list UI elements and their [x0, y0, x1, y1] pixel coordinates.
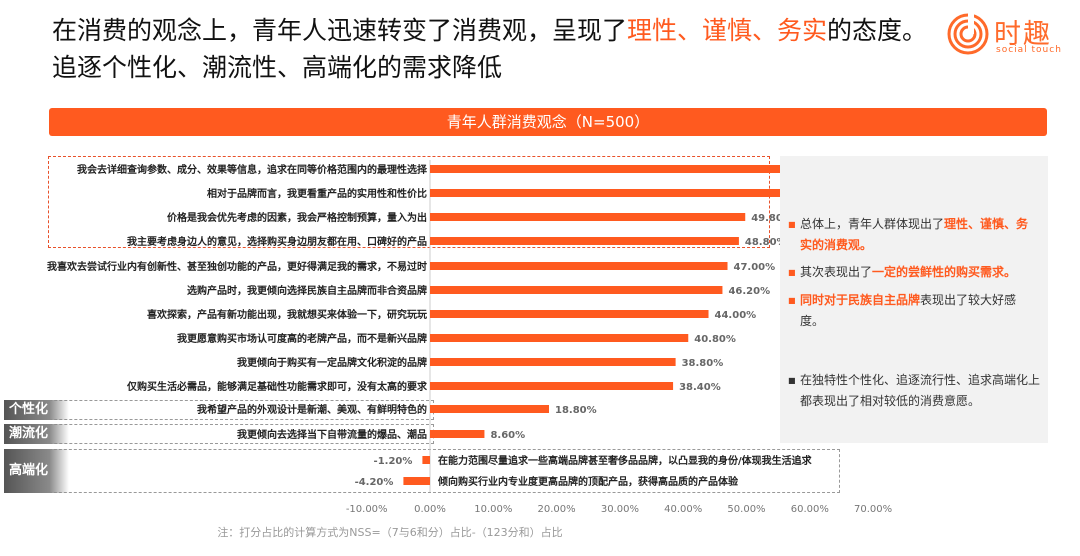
bar	[430, 382, 674, 390]
data-label: 49.80%	[751, 213, 793, 224]
x-tick-label: 70.00%	[854, 504, 892, 515]
data-label: 38.40%	[679, 382, 721, 393]
category-label: 我会去详细查询参数、成分、效果等信息，追求在同等价格范围内的最理性选择	[77, 163, 428, 176]
x-tick-label: 20.00%	[538, 504, 576, 515]
bar	[430, 189, 798, 197]
category-label: 选购产品时，我更倾向选择民族自主品牌而非合资品牌	[187, 284, 427, 297]
bar	[430, 405, 550, 413]
x-tick-label: 0.00%	[414, 504, 446, 515]
title-highlight: 理性、谨慎、务实	[627, 16, 828, 45]
rational-group-box	[48, 156, 770, 248]
category-label: 我喜欢去尝试行业内有创新性、甚至独创功能的产品，更好得满足我的需求，不易过时	[47, 260, 427, 273]
category-label: 我更倾向去选择当下自带流量的爆品、潮品	[237, 428, 427, 441]
bullet-square-icon: ■	[788, 268, 796, 277]
logo-subtitle: social touch	[996, 45, 1062, 55]
bullet-square-icon: ■	[788, 296, 796, 305]
category-label: 喜欢探索，产品有新功能出现，我就想买来体验一下，研究玩玩	[147, 308, 427, 321]
x-tick-label: 30.00%	[601, 504, 639, 515]
bar	[430, 213, 746, 221]
bar	[430, 237, 739, 245]
x-tick-label: 10.00%	[474, 504, 512, 515]
x-tick-label: -10.00%	[346, 504, 388, 515]
bullet-square-icon: ■	[788, 220, 796, 229]
category-label: 在能力范围尽量追求一些高端品牌甚至奢侈品品牌，以凸显我的身份/体现我生活追求	[438, 454, 813, 467]
category-label: 倾向购买行业内专业度更高品牌的顶配产品，获得高品质的产品体验	[437, 475, 739, 488]
bar	[430, 262, 728, 270]
summary-point-2: ■ 其次表现出了一定的尝鲜性的购买需求。	[788, 262, 1040, 283]
category-tag-trend: 潮流化	[4, 424, 69, 444]
category-tag-personalization: 个性化	[4, 400, 69, 420]
bar	[422, 456, 430, 464]
x-tick-label: 60.00%	[791, 504, 829, 515]
category-label: 价格是我会优先考虑的因素，我会严格控制预算，量入为出	[167, 211, 427, 224]
category-label: 我主要考虑身边人的意见，选择购买身边朋友都在用、口碑好的产品	[127, 235, 427, 248]
title-part1: 在消费的观念上，青年人迅速转变了消费观，呈现了	[52, 16, 628, 45]
summary-panel: ■ 总体上，青年人群体现出了理性、谨慎、务实的消费观。 ■ 其次表现出了一定的尝…	[780, 156, 1048, 443]
category-label: 相对于品牌而言，我更看重产品的实用性和性价比	[207, 187, 427, 200]
bar	[430, 165, 813, 173]
category-label: 我希望产品的外观设计是新潮、美观、有鲜明特色的	[197, 403, 427, 416]
method-note: 注：打分占比的计算方式为NSS=（7与6和分）占比-（123分和）占比	[217, 526, 563, 539]
summary-point-4: ■ 在独特性个性化、追逐流行性、追求高端化上都表现出了相对较低的消费意愿。	[788, 370, 1040, 412]
x-tick-label: 40.00%	[664, 504, 702, 515]
data-label: 18.80%	[555, 405, 597, 416]
category-label: 仅购买生活必需品，能够满足基础性功能需求即可，没有太高的要求	[126, 380, 428, 393]
data-label: 40.80%	[694, 334, 736, 345]
summary-point-1: ■ 总体上，青年人群体现出了理性、谨慎、务实的消费观。	[788, 214, 1040, 256]
data-label: 8.60%	[490, 430, 525, 441]
page-title: 在消费的观念上，青年人迅速转变了消费观，呈现了理性、谨慎、务实的态度。追逐个性化…	[52, 12, 932, 86]
x-tick-label: 50.00%	[727, 504, 765, 515]
bar	[430, 286, 723, 294]
bullet-square-icon: ■	[788, 376, 796, 385]
logo-text: 时趣	[994, 19, 1052, 50]
category-label: 我更愿意购买市场认可度高的老牌产品，而不是新兴品牌	[177, 332, 427, 345]
data-label: 47.00%	[734, 262, 776, 273]
data-label: 48.80%	[745, 237, 787, 248]
category-tag-premium: 高端化	[4, 449, 69, 493]
title-part2: 的态度。追逐个性化、潮流性、高端化的需求降低	[52, 16, 928, 82]
category-label: 我更倾向于购买有一定品牌文化积淀的品牌	[237, 356, 427, 369]
spiral-logo-icon	[947, 12, 989, 55]
data-label: -1.20%	[374, 456, 413, 467]
bar	[430, 334, 689, 342]
summary-point-3: ■ 同时对于民族自主品牌表现出了较大好感度。	[788, 290, 1040, 332]
chart-title: 青年人群消费观念（N=500）	[49, 108, 1047, 136]
data-label: 38.80%	[682, 358, 724, 369]
data-label: 46.20%	[728, 286, 770, 297]
brand-logo: 时趣 social touch	[946, 10, 1070, 60]
bar	[430, 358, 676, 366]
bar	[430, 310, 709, 318]
data-label: 44.00%	[715, 310, 757, 321]
bar	[403, 477, 430, 485]
bar	[430, 430, 485, 438]
data-label: -4.20%	[355, 477, 394, 488]
